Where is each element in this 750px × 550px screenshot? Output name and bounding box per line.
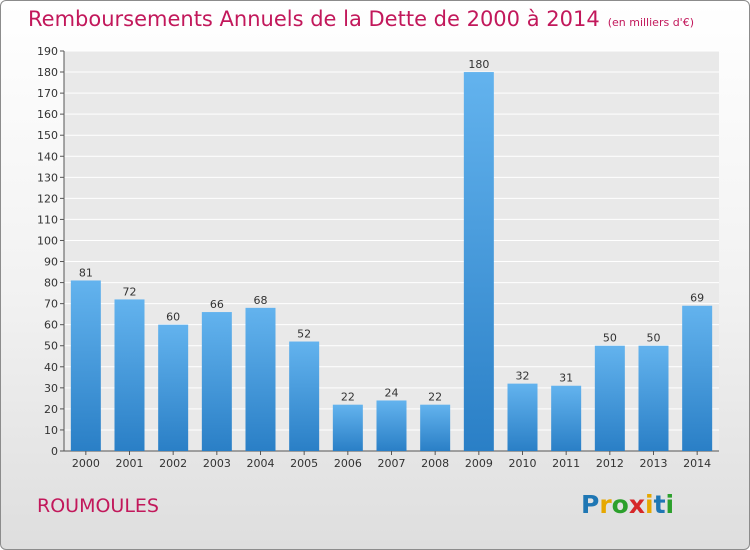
x-tick-label: 2011 [552, 457, 580, 470]
y-tick-label: 40 [44, 361, 58, 374]
bar-value-label: 180 [468, 58, 489, 71]
y-tick-label: 30 [44, 382, 58, 395]
bar-value-label: 66 [210, 298, 224, 311]
logo-letter: t [653, 490, 666, 519]
bar [70, 280, 101, 451]
bar-value-label: 60 [166, 311, 180, 324]
x-tick-label: 2000 [72, 457, 100, 470]
bar [638, 345, 669, 451]
bar [114, 299, 145, 451]
bar [551, 385, 582, 451]
x-tick-label: 2012 [596, 457, 624, 470]
x-tick-label: 2014 [683, 457, 711, 470]
y-tick-label: 180 [37, 66, 58, 79]
x-tick-label: 2002 [159, 457, 187, 470]
proxiti-logo: Proxiti [581, 490, 674, 519]
logo-letter: i [665, 490, 675, 519]
logo-letter: x [628, 490, 645, 519]
bar [420, 404, 451, 451]
y-tick-label: 0 [51, 445, 58, 458]
bar-value-label: 69 [690, 292, 704, 305]
bar-value-label: 50 [603, 332, 617, 345]
y-tick-label: 140 [37, 150, 58, 163]
y-tick-label: 130 [37, 171, 58, 184]
logo-letter: r [599, 490, 612, 519]
y-tick-label: 50 [44, 340, 58, 353]
y-tick-label: 90 [44, 256, 58, 269]
chart-title-text: Remboursements Annuels de la Dette de 20… [28, 7, 600, 31]
bar-value-label: 50 [647, 332, 661, 345]
x-tick-label: 2001 [116, 457, 144, 470]
bar-value-label: 68 [254, 294, 268, 307]
y-tick-label: 150 [37, 129, 58, 142]
bar-value-label: 81 [79, 266, 93, 279]
x-tick-label: 2006 [334, 457, 362, 470]
x-tick-label: 2005 [290, 457, 318, 470]
bar-value-label: 31 [559, 372, 573, 385]
bar [463, 72, 494, 451]
logo-letter: P [581, 490, 600, 519]
x-tick-label: 2007 [378, 457, 406, 470]
bar [158, 324, 189, 451]
chart-unit: (en milliers d'€) [607, 16, 694, 29]
y-tick-label: 160 [37, 108, 58, 121]
x-tick-label: 2010 [509, 457, 537, 470]
y-tick-label: 110 [37, 213, 58, 226]
bar [682, 305, 713, 451]
y-tick-label: 100 [37, 234, 58, 247]
logo-letter: o [611, 490, 629, 519]
y-tick-label: 10 [44, 424, 58, 437]
bar [332, 404, 363, 451]
y-tick-label: 170 [37, 87, 58, 100]
commune-name: ROUMOULES [37, 495, 159, 517]
x-tick-label: 2003 [203, 457, 231, 470]
bar [507, 383, 538, 451]
bar-value-label: 72 [123, 285, 137, 298]
bar [201, 312, 232, 451]
bar-value-label: 22 [341, 391, 355, 404]
bar-value-label: 24 [385, 386, 399, 399]
bar-value-label: 52 [297, 328, 311, 341]
y-tick-label: 70 [44, 298, 58, 311]
x-tick-label: 2009 [465, 457, 493, 470]
x-tick-label: 2008 [421, 457, 449, 470]
y-tick-label: 60 [44, 319, 58, 332]
y-tick-label: 190 [37, 45, 58, 58]
bar [594, 345, 625, 451]
y-tick-label: 120 [37, 192, 58, 205]
x-tick-label: 2004 [247, 457, 275, 470]
bar [245, 307, 276, 451]
logo-letter: i [645, 490, 654, 519]
bar [376, 400, 407, 451]
chart-title: Remboursements Annuels de la Dette de 20… [28, 7, 694, 31]
y-tick-label: 80 [44, 277, 58, 290]
bar [289, 341, 320, 451]
bar-value-label: 32 [516, 370, 530, 383]
bar-value-label: 22 [428, 391, 442, 404]
y-tick-label: 20 [44, 403, 58, 416]
x-tick-label: 2013 [640, 457, 668, 470]
